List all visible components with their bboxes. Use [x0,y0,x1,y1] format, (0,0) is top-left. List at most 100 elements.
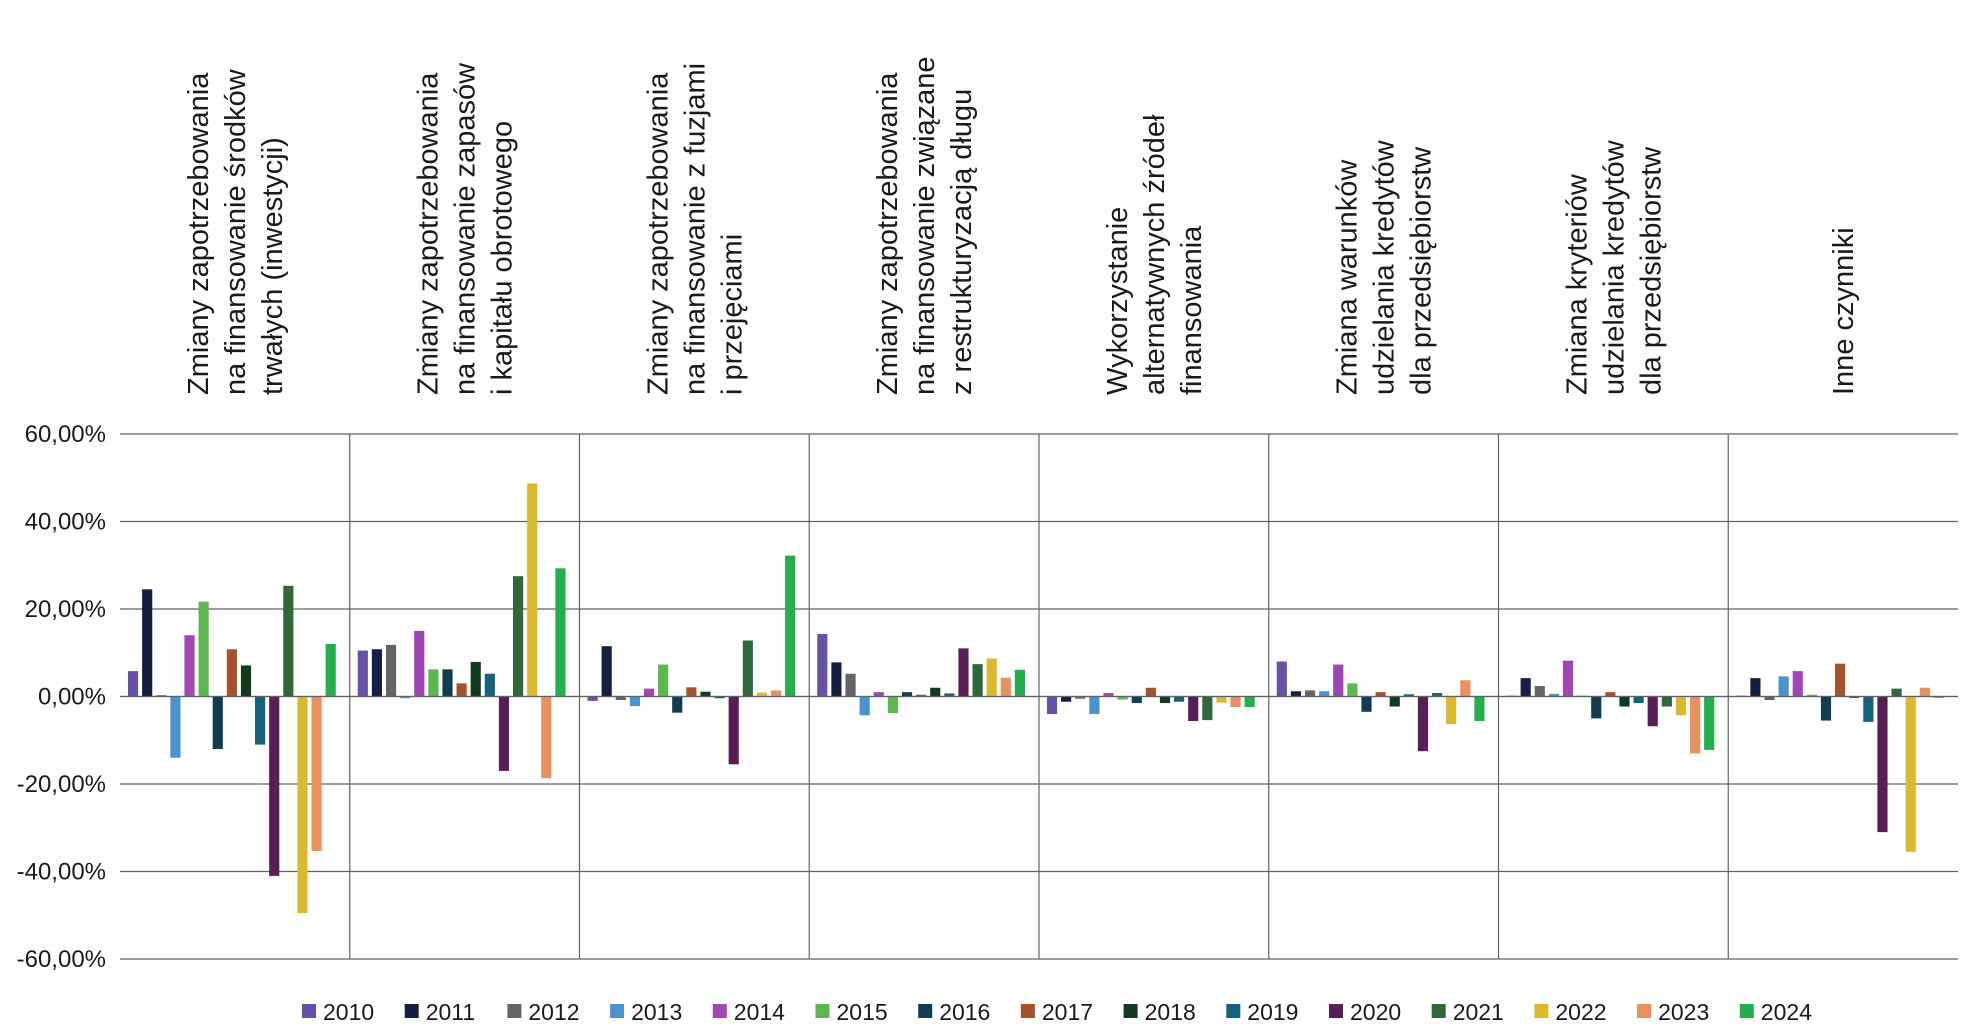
category-label-line: na finansowanie zapasów [450,62,482,395]
legend-swatch [815,1004,830,1018]
bar-2013-cat-3 [629,696,640,707]
legend-item-2020: 2020 [1329,999,1401,1025]
legend-label: 2021 [1453,999,1504,1025]
legend: 2010 2011 2012 2013 2014 2015 2016 2017 2018 2019… [302,999,1812,1025]
legend-label: 2020 [1350,999,1401,1025]
bar-2016-cat-6 [1361,696,1372,712]
bar-2015-cat-5 [1117,696,1128,700]
bar-2016-cat-5 [1131,696,1142,704]
bar-2011-cat-1 [142,589,153,697]
bar-2011-cat-5 [1061,696,1072,702]
bar-2022-cat-2 [527,483,538,697]
bar-2021-cat-3 [742,640,753,697]
category-label-line: Zmiany zapotrzebowania [183,72,215,395]
legend-item-2021: 2021 [1431,999,1504,1025]
bar-2019-cat-1 [255,696,266,745]
bar-2019-cat-8 [1863,696,1874,722]
bar-2022-cat-8 [1905,696,1916,852]
bar-2014-cat-1 [184,635,195,697]
bar-2021-cat-1 [283,585,294,697]
bar-2019-cat-4 [944,693,955,697]
legend-swatch [1637,1004,1652,1018]
bar-2023-cat-6 [1460,680,1471,697]
bar-2010-cat-6 [1276,661,1287,697]
bar-2020-cat-5 [1188,696,1199,721]
bar-2018-cat-5 [1159,696,1171,704]
bar-2018-cat-3 [700,691,711,697]
bar-2016-cat-8 [1820,696,1832,721]
bar-2015-cat-8 [1806,694,1817,697]
legend-item-2022: 2022 [1534,999,1607,1025]
bar-2010-cat-3 [587,696,598,701]
bar-2020-cat-4 [958,648,969,697]
legend-swatch [1123,1004,1138,1018]
bar-2023-cat-2 [541,696,552,779]
category-label-line: alternatywnych źródeł [1139,114,1171,395]
bar-2015-cat-3 [658,664,669,697]
y-axis-tick-labels: 60,00% 40,00% 20,00% 0,00% -20,00% -40,00% -60… [17,421,106,973]
legend-label: 2023 [1658,999,1709,1025]
bar-2013-cat-8 [1778,676,1789,697]
legend-label: 2019 [1247,999,1298,1025]
bar-2018-cat-7 [1619,696,1630,707]
legend-item-2018: 2018 [1123,999,1196,1025]
bar-2010-cat-2 [357,650,368,697]
bar-2014-cat-7 [1562,660,1574,697]
bar-2022-cat-5 [1216,696,1227,703]
legend-item-2023: 2023 [1637,999,1709,1025]
category-label-line: na finansowanie związane [909,56,941,395]
legend-swatch [1226,1004,1241,1018]
bar-2013-cat-4 [859,696,870,716]
bar-2012-cat-1 [156,695,167,697]
y-tick-label: 0,00% [38,684,106,711]
legend-swatch [1329,1004,1343,1018]
bar-2015-cat-4 [887,696,898,714]
bar-2016-cat-3 [672,696,683,713]
category-label-line: Inne czynniki [1828,227,1860,395]
category-label-line: Zmiany zapotrzebowania [872,72,904,395]
bar-2024-cat-7 [1704,696,1715,750]
bar-2017-cat-7 [1605,692,1616,697]
bar-2021-cat-7 [1661,696,1672,707]
bar-2014-cat-4 [873,692,884,697]
bar-2020-cat-1 [269,696,280,876]
bar-2021-cat-5 [1202,696,1213,721]
bar-2011-cat-7 [1520,678,1531,697]
bar-2017-cat-8 [1835,663,1846,697]
bar-2018-cat-8 [1849,696,1860,698]
legend-item-2015: 2015 [815,999,888,1025]
bar-2012-cat-4 [845,673,856,697]
category-label: Zmiana warunków udzielania kredytów dla pr… [1332,139,1438,395]
legend-label: 2014 [734,999,785,1025]
category-label-line: Zmiany zapotrzebowania [413,72,445,395]
legend-item-2014: 2014 [712,999,785,1025]
bar-2018-cat-2 [470,661,481,697]
legend-label: 2013 [631,999,682,1025]
bar-2019-cat-2 [484,673,495,697]
legend-swatch [1739,1004,1754,1018]
y-tick-label: 40,00% [25,509,106,536]
bar-2011-cat-2 [371,649,382,697]
bar-2014-cat-6 [1333,664,1344,697]
bar-2011-cat-4 [831,662,842,697]
bar-2019-cat-5 [1174,696,1185,702]
legend-label: 2024 [1761,999,1812,1025]
category-label-line: z restrukturyzacją długu [946,89,978,395]
bar-2017-cat-1 [226,649,237,697]
bar-2024-cat-2 [555,568,566,697]
bars [127,483,1945,914]
legend-swatch [712,1004,727,1018]
category-label-line: udzielania kredytów [1598,139,1630,395]
bar-2012-cat-3 [615,696,626,700]
legend-label: 2012 [528,999,579,1025]
legend-label: 2018 [1145,999,1196,1025]
bar-2011-cat-8 [1750,678,1761,697]
legend-label: 2010 [323,999,374,1025]
category-label-line: dla przedsiębiorstw [1635,146,1667,395]
bar-2015-cat-2 [428,669,439,697]
bar-2017-cat-3 [686,687,697,697]
category-label-line: na finansowanie z fuzjami [679,63,711,395]
bar-2017-cat-2 [456,683,467,697]
